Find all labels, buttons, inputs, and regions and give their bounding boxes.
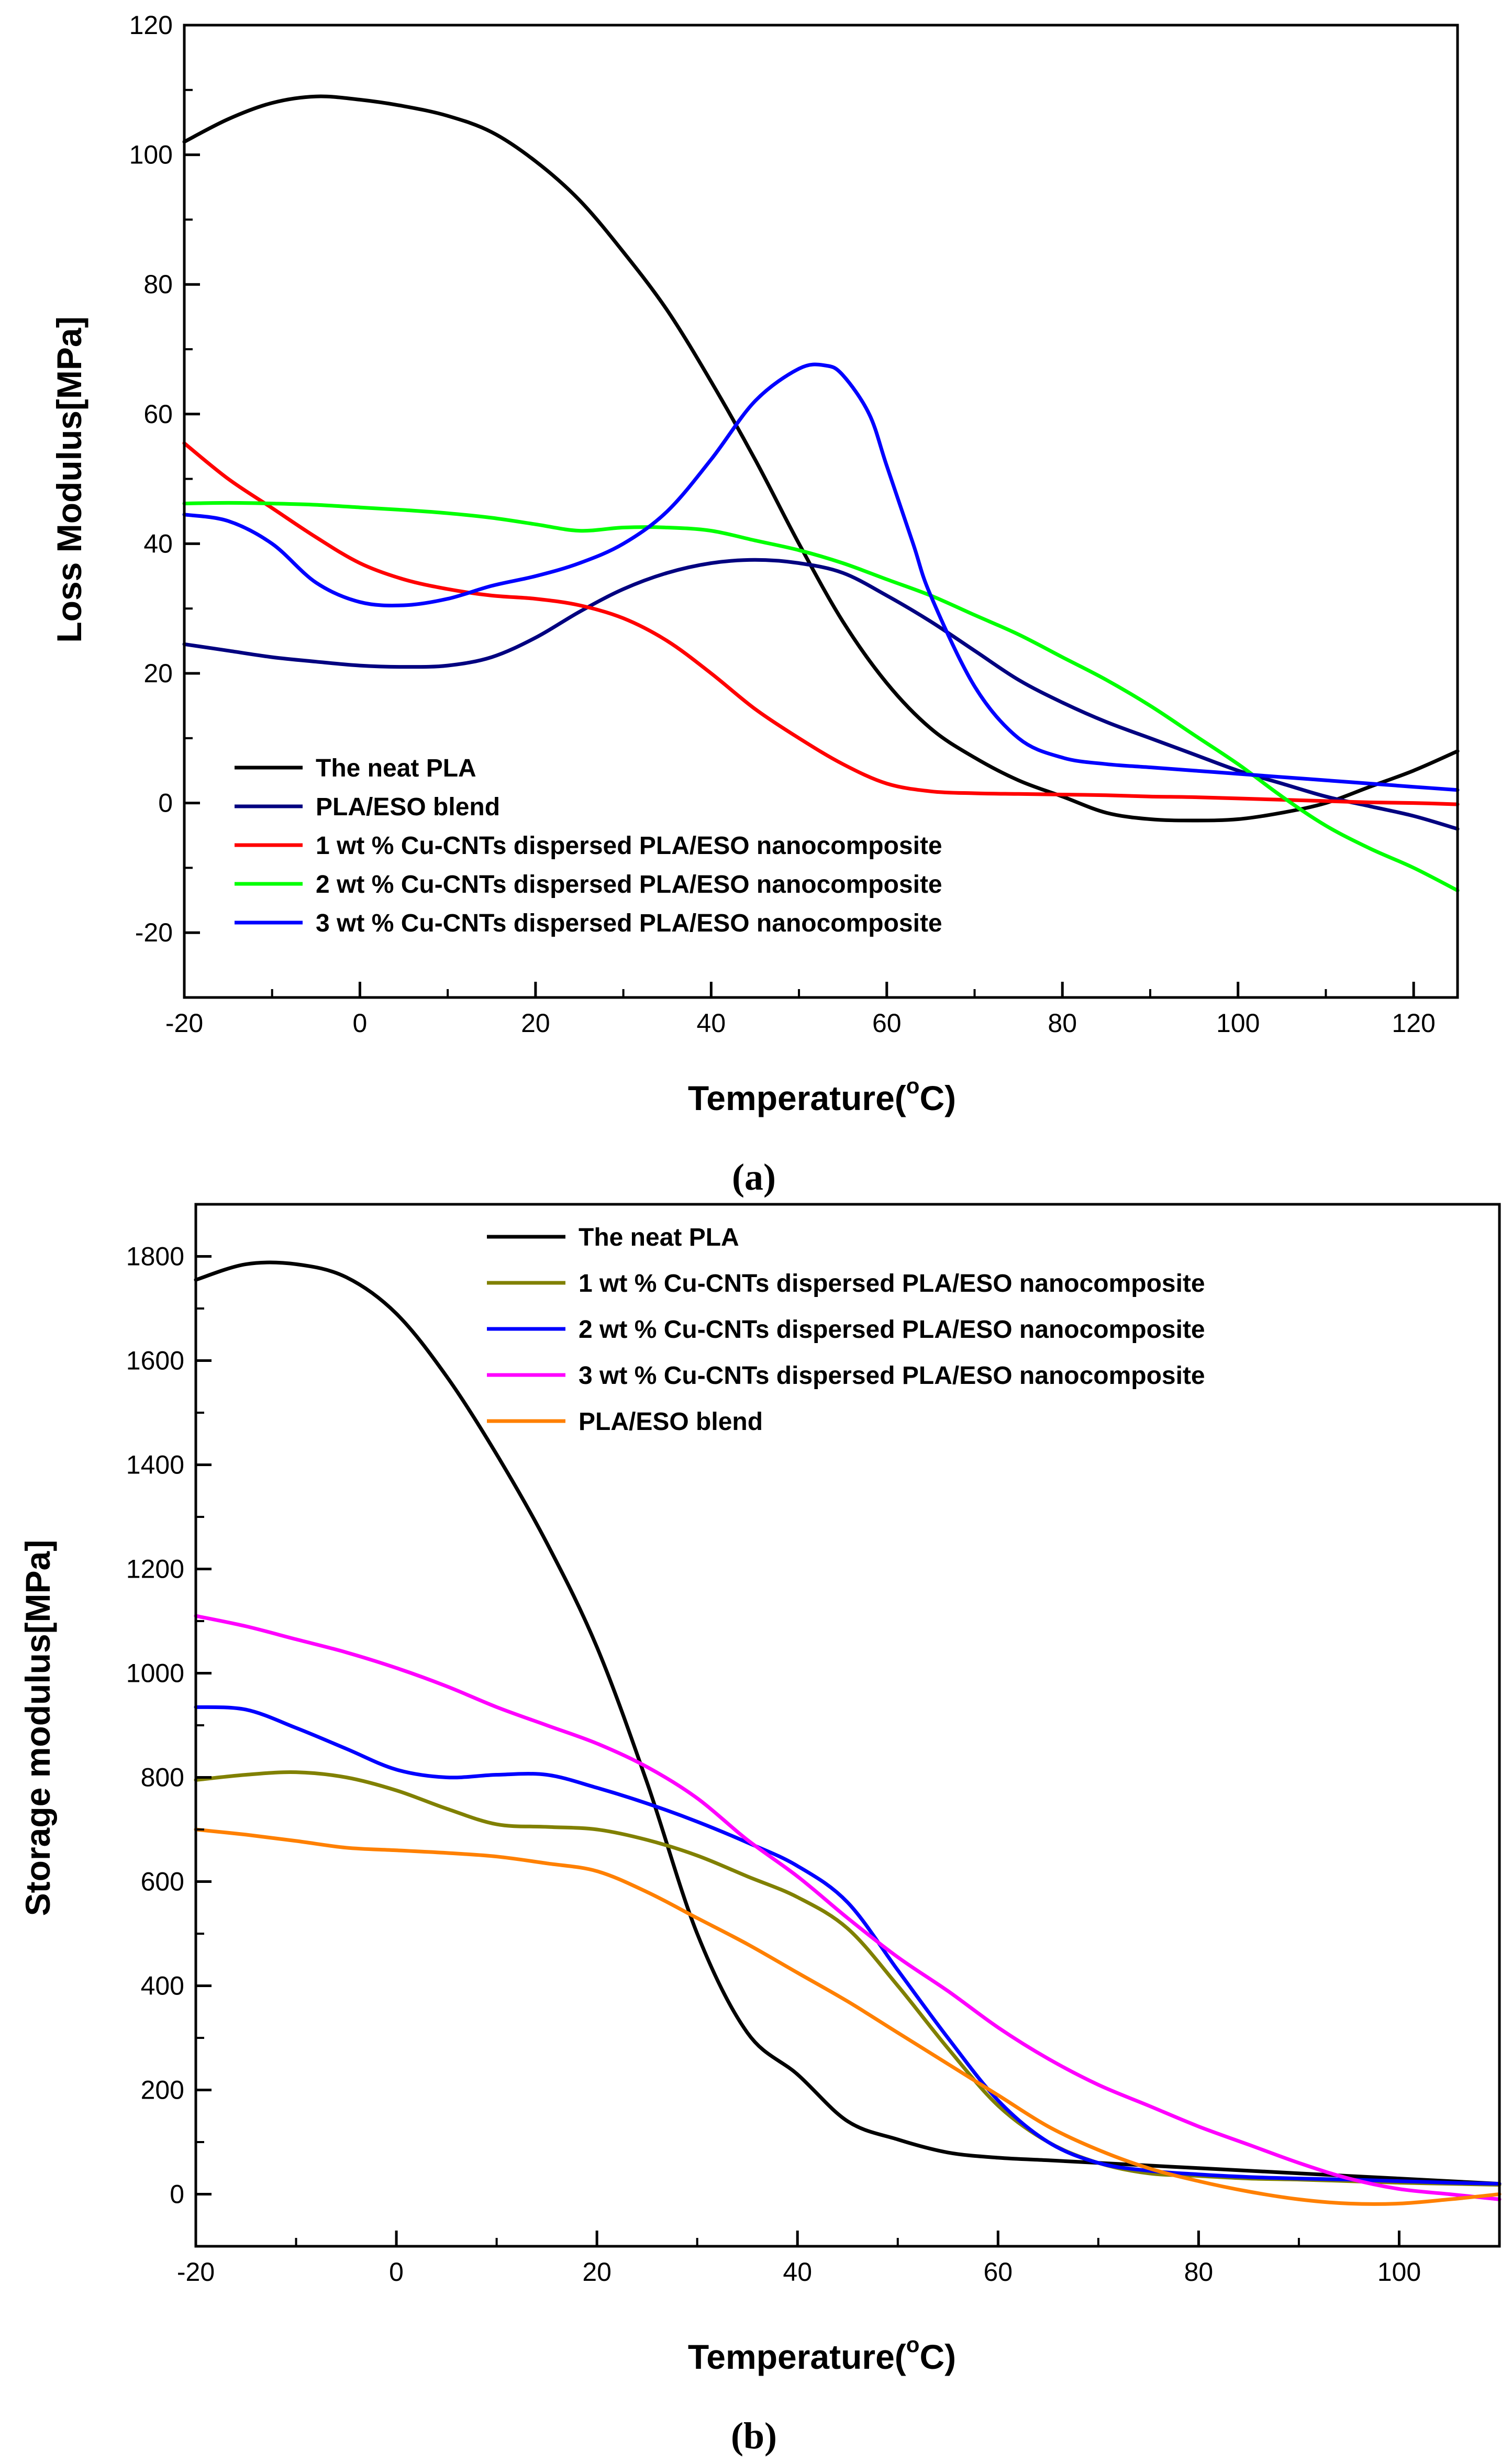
chart-b-y-tick-label: 1600: [126, 1346, 184, 1376]
chart-b-ticks: -20 0 20 40 60 80 1000200400600800100012001400…: [126, 1242, 1421, 2287]
chart-b-x-tick-label: -20: [177, 2257, 215, 2287]
chart-a-y-tick-label: 120: [129, 10, 173, 40]
chart-a-y-axis-title: Loss Modulus[MPa]: [50, 316, 88, 642]
chart-a-legend-label: 2 wt % Cu-CNTs dispersed PLA/ESO nanocom…: [316, 871, 942, 899]
chart-a-x-tick-label: 80: [1048, 1008, 1077, 1038]
chart-a-series-line-2: [182, 558, 1460, 831]
chart-a-series-line-5: [182, 362, 1460, 792]
chart-a-legend: The neat PLA PLA/ESO blend 1 wt % Cu-CNTs …: [235, 755, 942, 937]
chart-b-legend-label: 1 wt % Cu-CNTs dispersed PLA/ESO nanocom…: [579, 1270, 1205, 1297]
chart-b-series-line-4: [194, 1614, 1502, 2201]
chart-b-series-group: [194, 1260, 1502, 2206]
chart-b-x-tick-label: 0: [389, 2257, 404, 2287]
chart-b-y-tick-label: 1400: [126, 1450, 184, 1480]
chart-b-y-tick-label: 0: [170, 2180, 184, 2209]
chart-b-x-axis-title: Temperature(oC): [688, 2332, 956, 2376]
chart-a-legend-label: 3 wt % Cu-CNTs dispersed PLA/ESO nanocom…: [316, 910, 942, 937]
chart-a-x-tick-label: 0: [353, 1008, 368, 1038]
chart-b-y-tick-label: 1800: [126, 1242, 184, 1271]
chart-b-y-axis-title: Storage modulus[MPa]: [18, 1540, 57, 1916]
chart-b-legend-label: The neat PLA: [579, 1224, 739, 1251]
chart-a-legend-label: PLA/ESO blend: [316, 793, 500, 821]
chart-a-panel-label: (a): [732, 1156, 776, 1198]
chart-b-y-tick-label: 800: [141, 1763, 184, 1792]
chart-a-plot-frame: [183, 24, 1459, 999]
chart-b-x-tick-label: 60: [983, 2257, 1013, 2287]
chart-b-storage-modulus: -20 0 20 40 60 80 1000200400600800100012001400…: [18, 1203, 1502, 2457]
chart-b-y-tick-label: 400: [141, 1971, 184, 2001]
chart-a-y-tick-label: 60: [143, 400, 173, 429]
chart-a-loss-modulus: -20 0 20 40 60 80 100 120 -20 0 20 40 60 80 100 120 The…: [50, 10, 1460, 1198]
chart-a-x-tick-label: 20: [521, 1008, 550, 1038]
chart-b-legend-label: 2 wt % Cu-CNTs dispersed PLA/ESO nanocom…: [579, 1316, 1205, 1344]
chart-b-x-tick-label: 40: [783, 2257, 812, 2287]
chart-a-y-tick-label: 40: [143, 529, 173, 558]
chart-a-y-tick-label: 100: [129, 140, 173, 170]
chart-a-x-tick-label: 100: [1216, 1008, 1260, 1038]
chart-a-y-tick-label: 80: [143, 270, 173, 299]
chart-b-y-tick-label: 1200: [126, 1555, 184, 1584]
chart-b-x-tick-label: 80: [1184, 2257, 1214, 2287]
chart-a-ticks: -20 0 20 40 60 80 100 120 -20 0 20 40 60 80 100 120: [129, 10, 1436, 1038]
chart-b-legend: The neat PLA 1 wt % Cu-CNTs dispersed PLA…: [487, 1224, 1205, 1436]
chart-a-x-tick-label: 120: [1392, 1008, 1435, 1038]
chart-b-y-tick-label: 200: [141, 2076, 184, 2105]
chart-b-panel-label: (b): [731, 2415, 777, 2457]
chart-b-legend-label: 3 wt % Cu-CNTs dispersed PLA/ESO nanocom…: [579, 1362, 1205, 1390]
chart-a-y-tick-label: -20: [135, 918, 173, 947]
chart-a-series-line-4: [182, 501, 1460, 893]
chart-a-y-tick-label: 0: [158, 789, 173, 818]
chart-a-series-group: [182, 94, 1460, 893]
chart-a-legend-label: 1 wt % Cu-CNTs dispersed PLA/ESO nanocom…: [316, 832, 942, 860]
chart-b-series-line-3: [194, 1705, 1502, 2186]
chart-b-series-line-5: [194, 1827, 1502, 2206]
chart-a-x-tick-label: 40: [697, 1008, 726, 1038]
chart-b-legend-label: PLA/ESO blend: [579, 1408, 763, 1436]
chart-b-y-tick-label: 1000: [126, 1659, 184, 1688]
chart-a-series-line-3: [182, 441, 1460, 806]
chart-a-x-tick-label: 60: [872, 1008, 902, 1038]
chart-b-x-tick-label: 100: [1377, 2257, 1421, 2287]
chart-a-legend-label: The neat PLA: [316, 755, 476, 782]
chart-b-x-tick-label: 20: [582, 2257, 612, 2287]
chart-b-series-line-1: [194, 1260, 1502, 2186]
chart-a-x-tick-label: -20: [165, 1008, 203, 1038]
chart-b-y-tick-label: 600: [141, 1867, 184, 1897]
chart-a-x-axis-title: Temperature(oC): [688, 1073, 956, 1117]
chart-a-y-tick-label: 20: [143, 659, 173, 688]
